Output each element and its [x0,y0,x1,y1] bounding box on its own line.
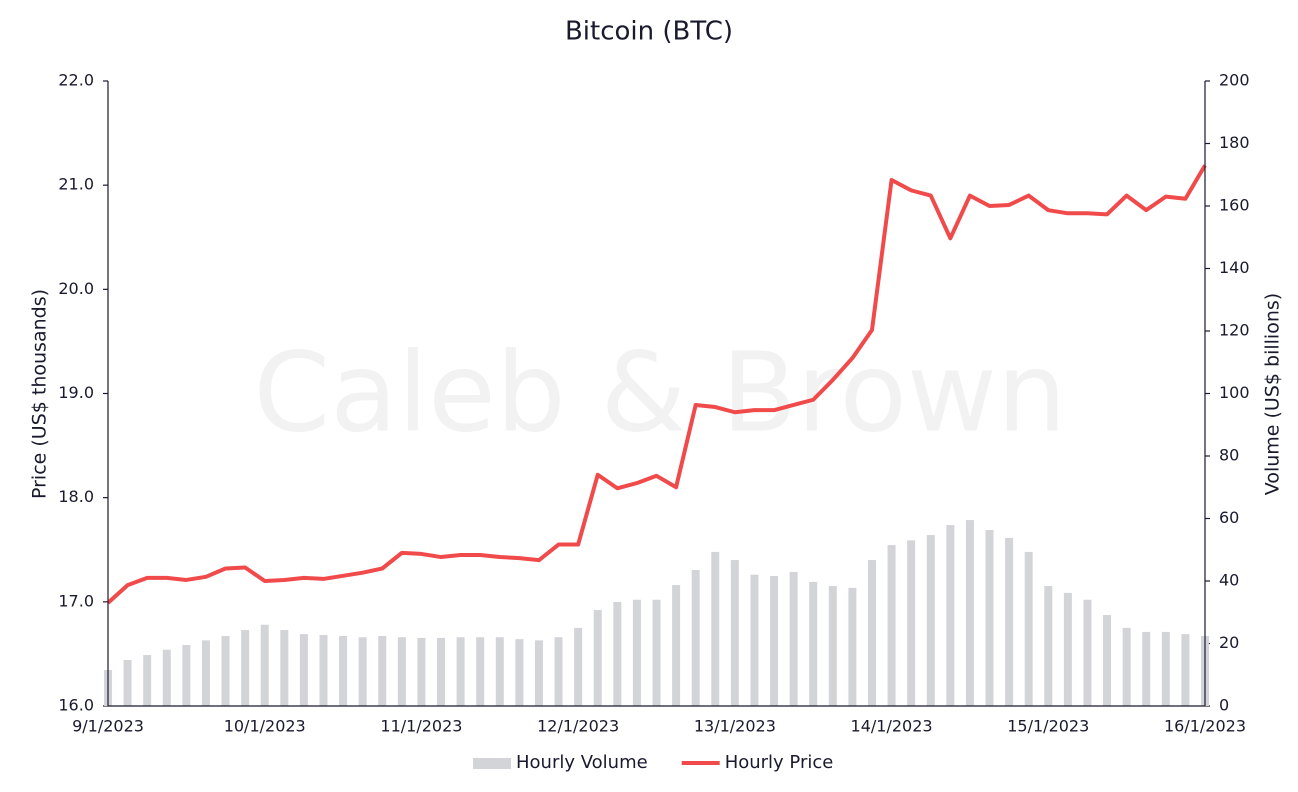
watermark: Caleb & Brown [253,328,1066,456]
x-tick-label: 13/1/2023 [694,717,776,736]
y-tick-label: 20.0 [58,279,94,298]
volume-bar [965,520,974,706]
volume-bar [1103,615,1112,706]
y2-tick-label: 160 [1219,196,1250,215]
volume-bar [1063,592,1072,706]
volume-bar [593,610,602,706]
legend-label: Hourly Price [725,752,834,773]
volume-bar [495,637,504,706]
y2-tick-label: 100 [1219,383,1250,402]
x-tick-label: 9/1/2023 [72,717,144,736]
y2-tick-label: 0 [1219,696,1229,715]
volume-bar [515,639,524,706]
volume-bar [907,540,916,706]
volume-bar [613,601,622,706]
volume-bar [456,637,465,706]
y2-tick-label: 140 [1219,258,1250,277]
volume-bar [867,560,876,706]
volume-bar [319,635,328,706]
price-line [106,164,1207,605]
y2-tick-label: 180 [1219,133,1250,152]
volume-bar [750,574,759,706]
volume-bar [280,630,289,706]
y2-tick-label: 60 [1219,508,1239,527]
volume-bar [358,637,367,706]
y-axis-label: Price (US$ thousands) [29,289,51,499]
volume-bar [162,649,171,706]
volume-bar [789,571,798,706]
volume-bar [182,645,191,706]
y2-tick-label: 200 [1219,71,1250,90]
volume-bar [1142,631,1151,706]
volume-bar [574,627,583,706]
x-tick-label: 11/1/2023 [380,717,462,736]
volume-bar [1181,634,1190,706]
volume-bar [417,637,426,706]
y2-tick-label: 40 [1219,571,1239,590]
y-tick-label: 19.0 [58,383,94,402]
volume-bar [1083,599,1092,706]
x-tick-label: 15/1/2023 [1007,717,1089,736]
y-tick-label: 22.0 [58,71,94,90]
volume-bar [437,637,446,706]
volume-bar [730,560,739,706]
volume-bar [1044,586,1053,706]
volume-bar [143,655,152,706]
volume-bar [770,576,779,706]
volume-bar [534,640,543,706]
volume-bar [241,630,250,706]
volume-bar [221,636,230,706]
volume-bar [946,525,955,706]
x-tick-label: 14/1/2023 [851,717,933,736]
volume-bar [691,570,700,706]
volume-bar [672,585,681,706]
volume-bar [1161,631,1170,706]
y-tick-label: 16.0 [58,696,94,715]
volume-bar [632,599,641,706]
y2-tick-label: 80 [1219,446,1239,465]
volume-bar [1024,551,1033,706]
y2-axis-label: Volume (US$ billions) [1262,293,1284,495]
volume-bar [828,586,837,706]
chart-title: Bitcoin (BTC) [565,17,733,47]
x-tick-label: 12/1/2023 [537,717,619,736]
legend-label: Hourly Volume [516,752,648,773]
volume-bar [397,637,406,706]
volume-bar [1122,627,1131,706]
volume-bar [123,660,132,706]
volume-bar [1005,537,1014,706]
legend-swatch [473,758,511,769]
y-tick-label: 17.0 [58,591,94,610]
volume-bar [339,636,348,706]
volume-bar [926,535,935,706]
x-tick-label: 16/1/2023 [1164,717,1246,736]
y-tick-label: 18.0 [58,487,94,506]
volume-bar [848,587,857,706]
y-tick-label: 21.0 [58,175,94,194]
volume-bar [201,640,210,706]
volume-bar [299,634,308,706]
x-tick-label: 10/1/2023 [224,717,306,736]
y2-tick-label: 20 [1219,633,1239,652]
volume-bar [652,599,661,706]
volume-bar [378,636,387,706]
volume-bar [711,551,720,706]
volume-bar [887,545,896,706]
volume-bar [809,581,818,706]
y2-tick-label: 120 [1219,321,1250,340]
volume-bar [476,637,485,706]
volume-bar [260,624,269,706]
volume-bar [985,530,994,706]
volume-bar [554,637,563,706]
